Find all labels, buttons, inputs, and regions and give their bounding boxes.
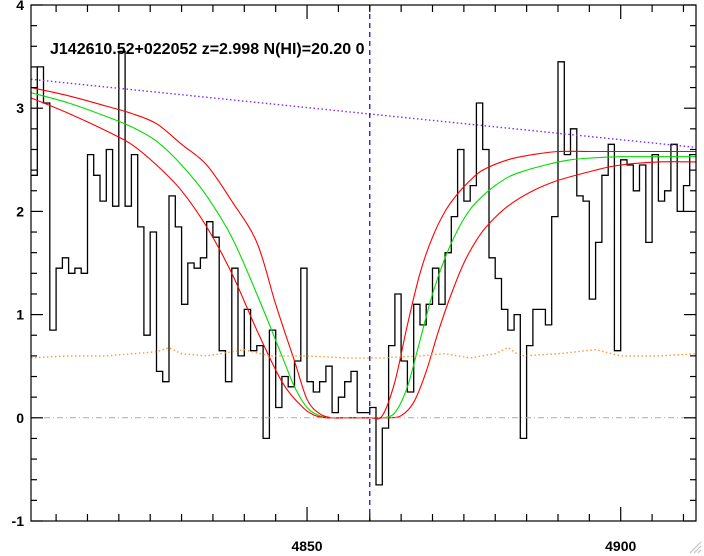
y-tick-label: 1: [16, 307, 24, 323]
series-3-line: [31, 97, 696, 419]
chart-title: J142610.52+022052 z=2.998 N(HI)=20.20 0: [50, 41, 365, 58]
series-4-line: [31, 78, 696, 149]
y-tick-label: 2: [16, 203, 24, 219]
y-tick-label: 4: [16, 0, 24, 13]
series-5-line: [31, 346, 696, 359]
x-tick-label: 4850: [291, 538, 322, 554]
y-tick-label: 0: [16, 410, 24, 426]
axis-ticks: [31, 4, 696, 522]
plot-frame: [30, 4, 697, 522]
resize-grip-icon: [689, 541, 702, 554]
y-tick-label: 3: [16, 100, 24, 116]
series-0-line: [31, 50, 696, 486]
y-tick-label: -1: [12, 513, 25, 529]
tick-labels: 4850 4900 -1 0 1 2 3 4: [12, 0, 637, 554]
series-layer: [31, 50, 696, 486]
reference-lines: [31, 5, 696, 521]
series-1-line: [31, 92, 696, 419]
x-tick-label: 4900: [605, 538, 636, 554]
